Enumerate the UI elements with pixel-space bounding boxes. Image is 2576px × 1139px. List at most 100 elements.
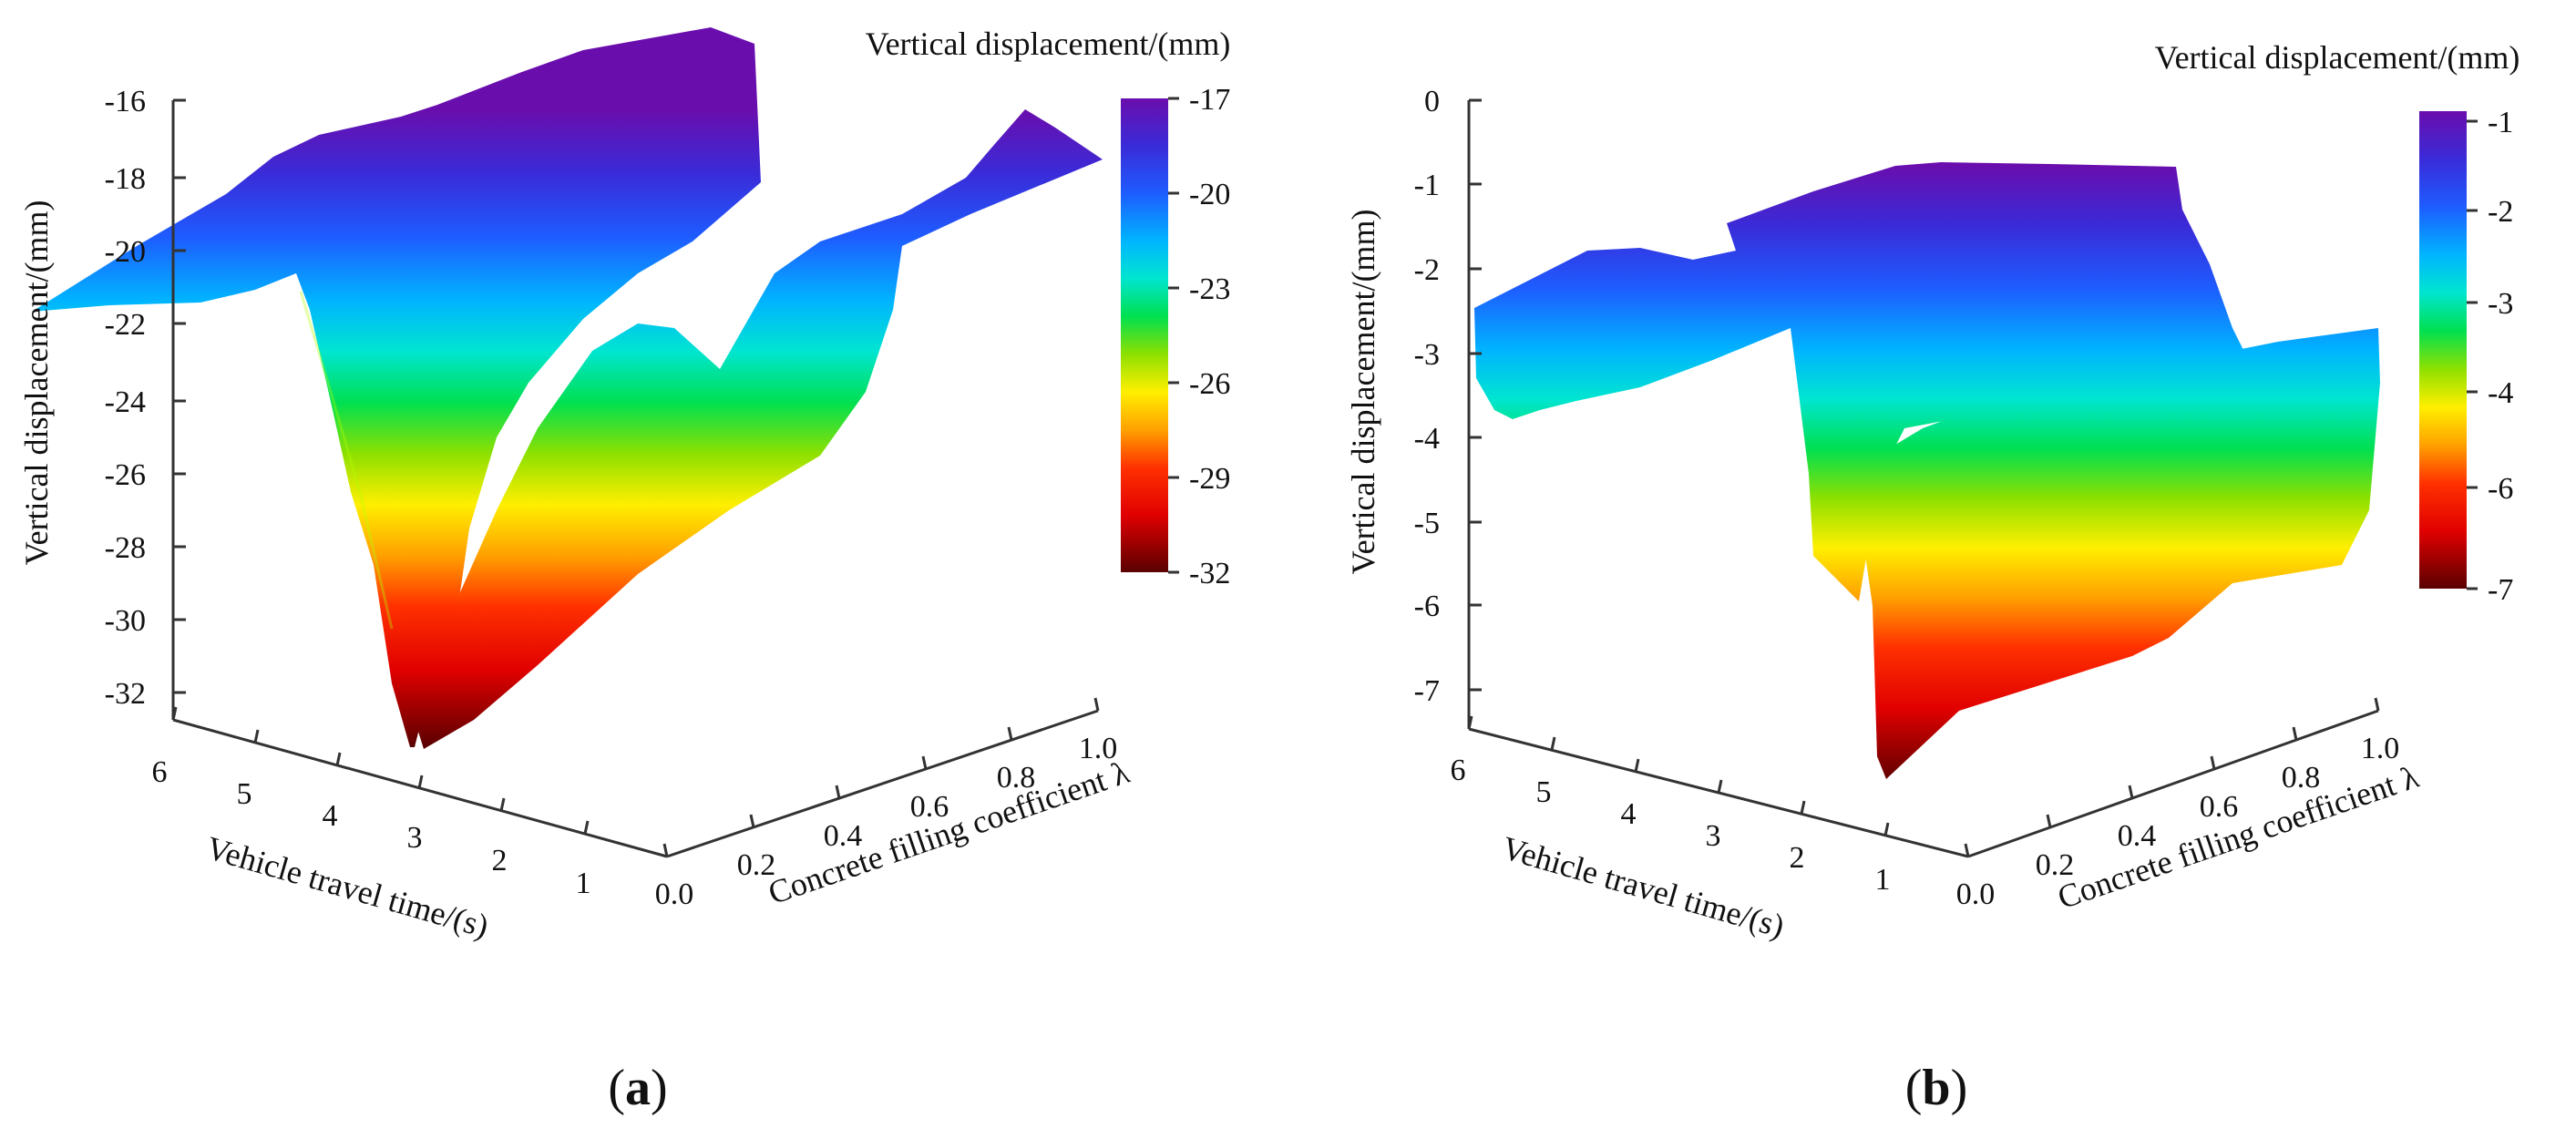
z-tick-label-b: -7 [1414,674,1440,708]
x-tick-mark-a [583,820,590,835]
y-tick-mark-a [1007,726,1013,741]
panel-label-a-letter: a [625,1060,651,1116]
y-axis-title-a: Concrete filling coefficient λ [764,754,1134,911]
x-tick-label-b: 4 [1621,797,1637,831]
y-tick-mark-b [2292,726,2298,741]
cb-tick-label-a: -26 [1189,367,1230,401]
panel-label-b-open: ( [1905,1060,1923,1116]
cb-tick-label-a: -20 [1189,178,1230,211]
z-tick-label-a: -24 [105,385,146,419]
colorbar-b-ticks: -1 -2 -3 -4 -6 -7 [2467,106,2513,607]
y-tick-mark-a [921,755,928,770]
axis-a-x-ticks: 6 5 4 3 2 1 [152,706,591,900]
chart-panel-b: 0 -1 -2 -3 -4 -5 -6 -7 6 5 4 3 2 1 [1345,39,2520,1116]
axis-b-y-ticks: 0.0 0.2 0.4 0.6 0.8 1.0 [1956,697,2400,911]
cb-tick-label-a: -29 [1189,462,1230,496]
z-tick-label-b: -1 [1414,169,1440,202]
z-tick-label-a: -30 [105,604,146,638]
cb-tick-label-b: -4 [2488,376,2513,410]
y-tick-mark-b [2046,814,2052,828]
cb-tick-label-a: -17 [1189,83,1230,117]
panel-label-a-close: ) [651,1060,668,1116]
surface-b-left-plateau [1474,248,1791,419]
x-axis-title-b: Vehicle travel time/(s) [1498,829,1789,945]
y-tick-label-b: 0.8 [2282,761,2321,795]
surface-a-ridge [299,291,394,630]
x-tick-label-a: 2 [492,844,508,877]
colorbar-a-ticks: -17 -20 -23 -26 -29 -32 [1168,83,1230,590]
y-tick-label-b: 0.2 [2036,848,2075,882]
y-tick-label-b: 1.0 [2361,732,2400,765]
x-tick-mark-a [171,706,178,721]
axis-b-x-ticks: 6 5 4 3 2 1 [1451,715,1891,897]
y-tick-label-a: 0.0 [655,877,694,911]
y-tick-mark-b [2374,697,2380,712]
z-tick-label-a: -18 [105,162,146,196]
y-tick-label-b: 0.0 [1956,877,1996,911]
z-tick-label-b: -3 [1414,338,1440,372]
colorbar-title-a: Vertical displacement/(mm) [866,26,1231,62]
cb-tick-label-b: -3 [2488,287,2513,321]
x-tick-label-b: 2 [1790,841,1805,875]
x-tick-label-b: 5 [1536,775,1552,809]
z-tick-label-b: -2 [1414,253,1440,287]
cb-tick-label-b: -7 [2488,573,2513,607]
surface-b-second-pass [1859,328,2380,779]
surface-b-first-pass [1727,162,2251,601]
x-tick-mark-b [1717,779,1723,794]
x-tick-label-b: 6 [1451,754,1466,787]
y-tick-mark-b [2210,755,2216,770]
cb-tick-label-a: -23 [1189,272,1230,306]
y-tick-label-a: 0.4 [824,819,863,853]
y-tick-mark-a [749,814,755,828]
x-tick-label-b: 3 [1706,819,1721,853]
x-tick-mark-b [1550,736,1556,751]
axis-a-y-line [666,709,1099,858]
y-tick-mark-a [662,843,669,857]
y-tick-mark-a [835,785,841,799]
z-tick-label-b: -5 [1414,507,1440,540]
cb-tick-label-b: -2 [2488,195,2513,229]
axis-b-y-line [1967,709,2379,858]
z-tick-label-a: -16 [105,85,146,118]
x-tick-label-a: 4 [323,799,338,833]
y-tick-label-a: 0.2 [737,848,776,882]
z-tick-label-a: -26 [105,458,146,492]
x-tick-label-b: 1 [1875,863,1891,897]
colorbar-a [1121,98,1168,572]
x-tick-mark-b [1883,822,1890,836]
cb-tick-label-b: -6 [2488,472,2513,506]
x-tick-label-a: 5 [237,777,252,811]
z-axis-title-a: Vertical displacement/(mm) [18,200,55,566]
axis-b-z-ticks: 0 -1 -2 -3 -4 -5 -6 -7 [1414,85,1482,708]
y-tick-mark-b [1964,843,1970,857]
surface-a-first-pass [32,27,761,747]
axis-a-z-ticks: -16 -18 -20 -22 -24 -26 -28 -30 -32 [105,85,186,711]
x-tick-label-a: 6 [152,755,168,789]
y-tick-label-b: 0.6 [2200,790,2239,824]
panel-label-b: (b) [1905,1060,1967,1116]
x-tick-mark-b [1467,715,1473,730]
axis-a-y-ticks: 0.0 0.2 0.4 0.6 0.8 1.0 [655,697,1117,911]
z-tick-label-a: -20 [105,235,146,269]
z-tick-label-a: -28 [105,531,146,565]
panel-label-b-close: ) [1951,1060,1968,1116]
z-tick-label-b: -6 [1414,590,1440,623]
colorbar-title-b: Vertical displacement/(mm) [2155,39,2520,76]
x-tick-mark-a [499,797,506,812]
z-axis-title-b: Vertical displacement/(mm) [1345,210,1381,575]
x-tick-mark-b [1634,758,1640,773]
x-tick-mark-b [1800,800,1806,815]
y-tick-label-a: 0.6 [910,790,949,824]
chart-panel-a: -16 -18 -20 -22 -24 -26 -28 -30 -32 6 5 … [18,26,1230,1116]
y-tick-label-a: 0.8 [997,761,1036,795]
z-tick-label-b: -4 [1414,422,1440,456]
panel-label-a-open: ( [608,1060,625,1116]
panel-label-a: (a) [608,1060,667,1116]
panel-label-b-letter: b [1922,1060,1950,1116]
y-tick-mark-b [2128,785,2134,799]
x-tick-label-a: 1 [576,867,591,900]
x-tick-mark-a [253,729,260,744]
surface-a-second-pass [415,109,1103,749]
x-tick-mark-a [417,775,424,789]
